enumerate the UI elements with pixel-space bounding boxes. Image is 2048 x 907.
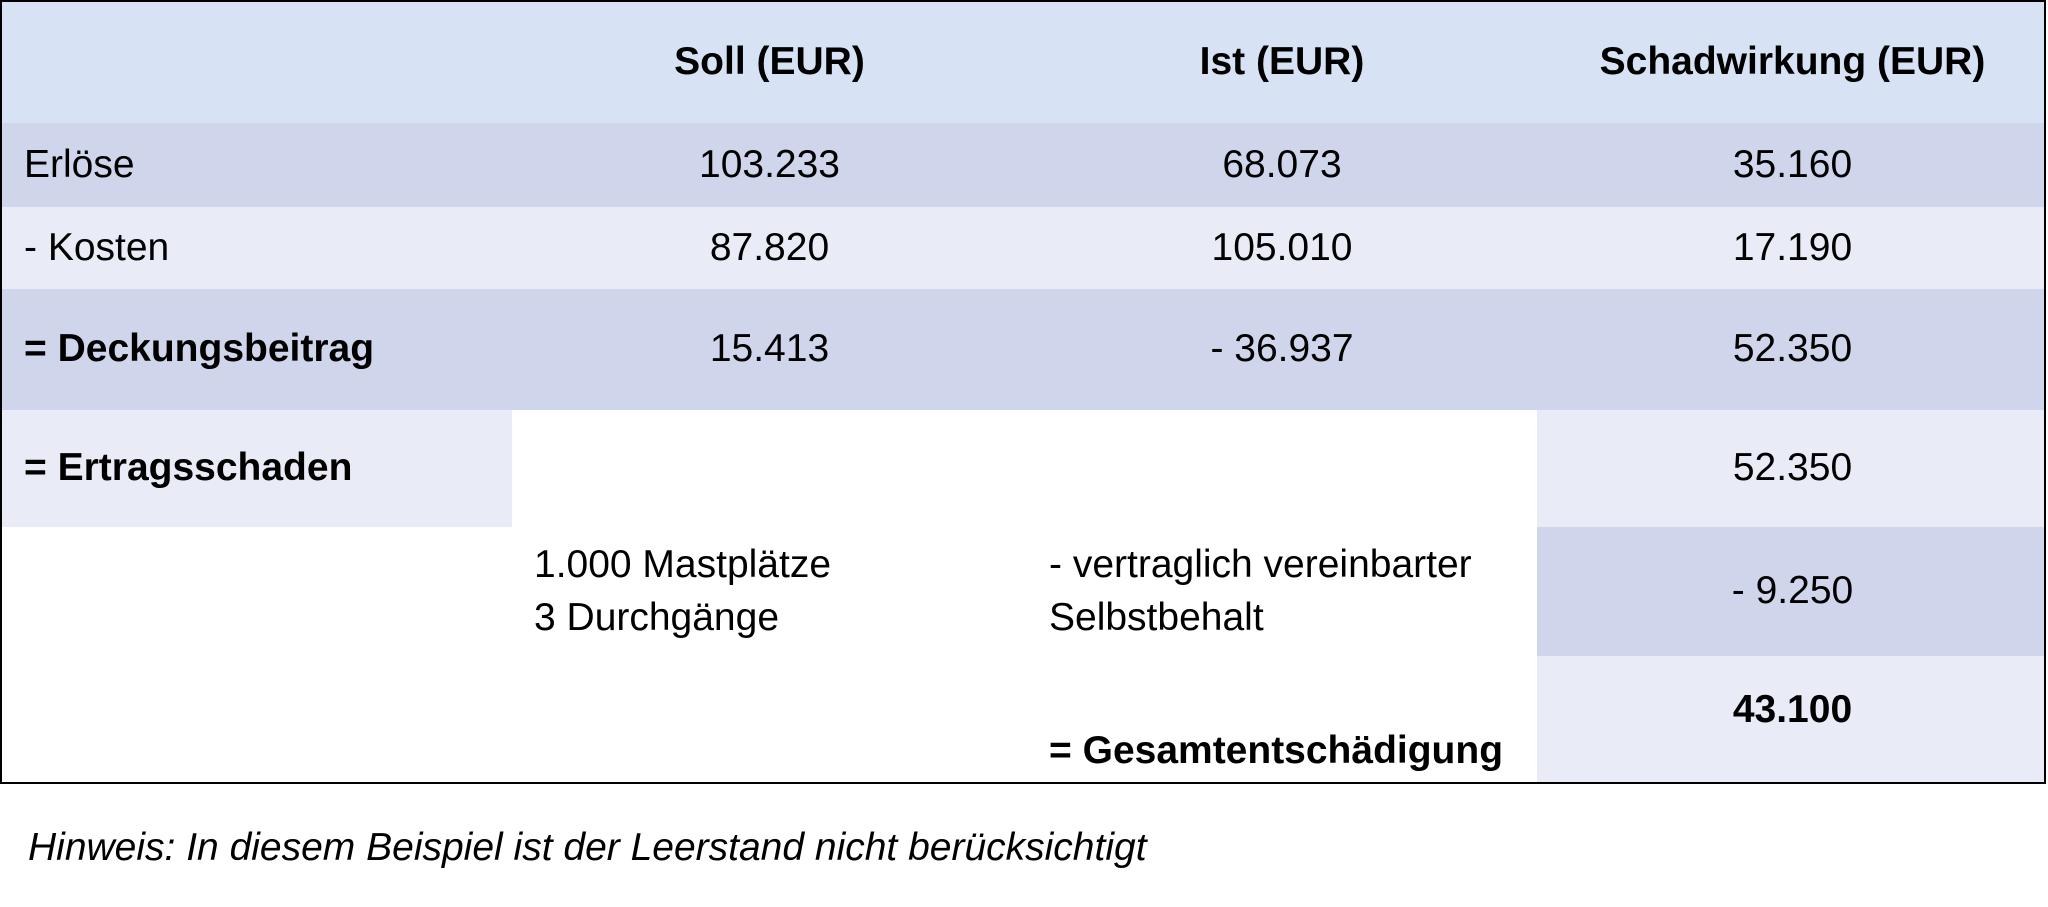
selbstbehalt-label-line1: - vertraglich vereinbarter <box>1049 542 1472 586</box>
row-gesamt-empty <box>2 656 1027 782</box>
header-schadwirkung: Schadwirkung (EUR) <box>1537 2 2044 123</box>
row-kosten-label: - Kosten <box>2 207 512 289</box>
row-ertragsschaden-label: = Ertragsschaden <box>2 410 512 527</box>
footnote: Hinweis: In diesem Beispiel ist der Leer… <box>28 826 1147 869</box>
row-erloese-ist: 68.073 <box>1027 123 1537 207</box>
row-kosten-ist: 105.010 <box>1027 207 1537 289</box>
row-ertragsschaden-schadwirkung: 52.350 <box>1537 410 2044 527</box>
row-deckungsbeitrag-schadwirkung: 52.350 <box>1537 289 2044 410</box>
row-gesamt-schadwirkung: 43.100 <box>1537 656 2044 782</box>
production-info-line2: 3 Durchgänge <box>534 595 780 639</box>
row-ertragsschaden-empty <box>512 410 1537 527</box>
production-info-line1: 1.000 Mastplätze <box>534 542 832 586</box>
row-kosten-schadwirkung: 17.190 <box>1537 207 2044 289</box>
damage-calculation-table: Soll (EUR) Ist (EUR) Schadwirkung (EUR) … <box>0 0 2046 784</box>
row-deckungsbeitrag-ist: - 36.937 <box>1027 289 1537 410</box>
selbstbehalt-label-line2: Selbstbehalt <box>1049 595 1264 639</box>
header-empty-cell <box>2 2 512 123</box>
row-deckungsbeitrag-soll: 15.413 <box>512 289 1027 410</box>
header-soll: Soll (EUR) <box>512 2 1027 123</box>
row-gesamt-label: = Gesamtentschädigung <box>1027 656 1537 782</box>
row-selbstbehalt-empty <box>2 527 512 656</box>
row-deckungsbeitrag-label: = Deckungsbeitrag <box>2 289 512 410</box>
production-info: 1.000 Mastplätze 3 Durchgänge <box>512 527 1027 656</box>
header-ist: Ist (EUR) <box>1027 2 1537 123</box>
row-erloese-soll: 103.233 <box>512 123 1027 207</box>
row-erloese-schadwirkung: 35.160 <box>1537 123 2044 207</box>
row-selbstbehalt-schadwirkung: - 9.250 <box>1537 527 2044 656</box>
selbstbehalt-label: - vertraglich vereinbarter Selbstbehalt <box>1027 527 1537 656</box>
row-erloese-label: Erlöse <box>2 123 512 207</box>
row-kosten-soll: 87.820 <box>512 207 1027 289</box>
